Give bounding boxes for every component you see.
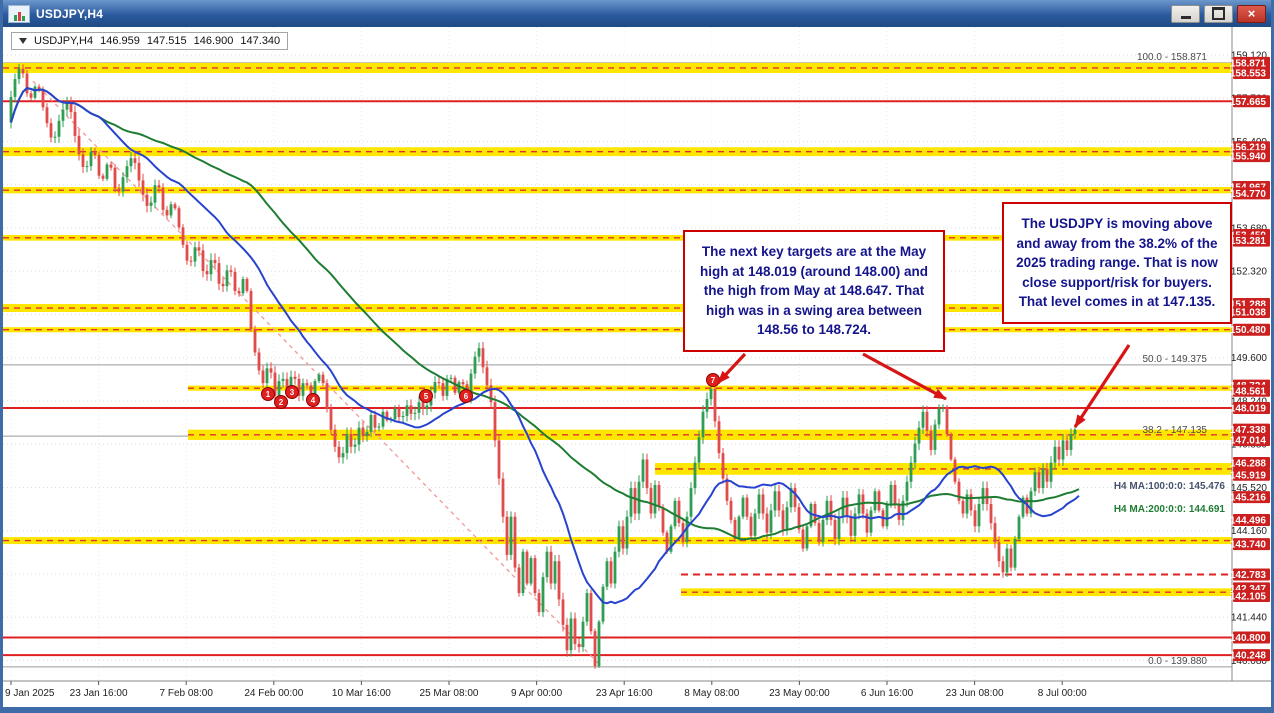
price-level-label: 154.770: [1230, 189, 1267, 200]
fib-level-label: 38.2 - 147.135: [1143, 425, 1208, 436]
ma-value-label: H4 MA:100:0:0: 145.476: [1114, 481, 1226, 492]
price-level-label: 142.105: [1230, 592, 1267, 603]
symbol-dropdown-icon: [19, 38, 27, 44]
price-level-label: 145.919: [1230, 470, 1267, 481]
time-axis-tick: 8 May 08:00: [684, 688, 739, 699]
fib-level-label: 50.0 - 149.375: [1143, 354, 1208, 365]
numbered-marker: [261, 387, 275, 401]
time-axis-tick: 7 Feb 08:00: [160, 688, 214, 699]
moving-averages-layer: [10, 87, 1080, 605]
numbered-markers-layer: 123 4 5 6 7: [261, 373, 720, 409]
time-axis-tick: 8 Jul 00:00: [1038, 688, 1087, 699]
price-axis: 159.120157.760156.400155.040153.680152.3…: [1114, 27, 1271, 707]
price-axis-tick: 145.520: [1231, 483, 1268, 494]
price-level-label: 156.219: [1230, 143, 1267, 154]
close-icon: ×: [1247, 6, 1256, 21]
price-axis-tick: 159.120: [1231, 50, 1268, 61]
price-chart-canvas[interactable]: 159.120157.760156.400155.040153.680152.3…: [3, 27, 1271, 707]
svg-text:2: 2: [279, 398, 284, 407]
numbered-marker: [306, 393, 320, 407]
price-level-label: 157.665: [1230, 97, 1267, 108]
numbered-marker: [285, 385, 299, 399]
time-axis: 9 Jan 2025 23 Jan 16:00 7 Feb 08:00 24 Feb …: [3, 680, 1271, 699]
fib-level-label: 0.0 - 139.880: [1148, 656, 1207, 667]
numbered-marker: [459, 389, 473, 403]
ma-200-line: [10, 87, 1080, 541]
fib-level-label: 100.0 - 158.871: [1137, 52, 1207, 63]
price-level-label: 148.019: [1230, 403, 1267, 414]
price-axis-tick: 149.600: [1231, 353, 1268, 364]
minimize-icon: [1180, 16, 1191, 19]
close-value: 147.340: [240, 35, 281, 47]
window-titlebar[interactable]: USDJPY,H4 ×: [3, 0, 1271, 27]
svg-text:7: 7: [711, 376, 716, 385]
close-button[interactable]: ×: [1237, 4, 1266, 23]
svg-text:5: 5: [424, 392, 429, 401]
price-level-label: 158.553: [1230, 69, 1267, 80]
time-axis-tick: 24 Feb 00:00: [244, 688, 303, 699]
svg-text:6: 6: [464, 392, 469, 401]
open-value: 146.959: [100, 35, 140, 47]
time-axis-tick: 25 Mar 08:00: [420, 688, 479, 699]
price-level-label: 142.783: [1230, 570, 1267, 581]
symbol-label: USDJPY,H4: [34, 35, 94, 47]
price-level-label: 151.288: [1230, 300, 1267, 311]
price-level-label: 142.347: [1230, 584, 1267, 595]
time-axis-tick: 23 Apr 16:00: [596, 688, 653, 699]
time-axis-tick: 9 Jan 2025: [5, 688, 55, 699]
price-level-label: 144.496: [1230, 516, 1267, 527]
price-level-label: 150.480: [1230, 325, 1267, 336]
price-level-label: 148.561: [1230, 386, 1267, 397]
time-axis-tick: 10 Mar 16:00: [332, 688, 391, 699]
restore-icon: [1212, 7, 1225, 20]
price-level-label: 158.871: [1230, 58, 1267, 69]
price-level-label: 145.216: [1230, 493, 1267, 504]
numbered-marker: [419, 389, 433, 403]
price-level-label: 140.248: [1230, 651, 1267, 662]
annotation-support-note: The USDJPY is moving above and away from…: [1002, 202, 1232, 324]
svg-text:3: 3: [290, 388, 295, 397]
annotation-targets-note: The next key targets are at the May high…: [683, 230, 945, 352]
ma-100-line: [10, 87, 1080, 605]
candles-layer: [9, 63, 1077, 669]
annotation-arrow: [716, 352, 747, 385]
chart-window-icon: [8, 4, 30, 23]
time-axis-tick: 6 Jun 16:00: [861, 688, 914, 699]
price-axis-tick: 153.680: [1231, 223, 1268, 234]
high-value: 147.515: [146, 35, 187, 47]
window-title: USDJPY,H4: [36, 6, 104, 21]
numbered-marker: [274, 395, 288, 409]
annotation-arrow: [862, 352, 947, 401]
price-axis-tick: 144.160: [1231, 526, 1268, 537]
chart-content-area: 159.120157.760156.400155.040153.680152.3…: [3, 27, 1271, 707]
price-level-label: 151.038: [1230, 307, 1267, 318]
ma-value-label: H4 MA:200:0:0: 144.691: [1114, 504, 1226, 515]
time-axis-tick: 23 May 00:00: [769, 688, 830, 699]
low-value: 146.900: [193, 35, 234, 47]
price-axis-tick: 148.240: [1231, 396, 1268, 407]
minimize-button[interactable]: [1171, 4, 1200, 23]
svg-text:1: 1: [266, 390, 271, 399]
restore-button[interactable]: [1204, 4, 1233, 23]
price-level-label: 140.800: [1230, 633, 1267, 644]
price-axis-tick: 152.320: [1231, 267, 1268, 278]
support-resistance-layer: [3, 62, 1232, 667]
time-axis-tick: 9 Apr 00:00: [511, 688, 563, 699]
svg-text:4: 4: [311, 396, 316, 405]
symbol-ohlc-header: USDJPY,H4 146.959 147.515 146.900 147.34…: [11, 32, 289, 50]
price-level-label: 155.940: [1230, 152, 1267, 163]
annotation-arrow: [1073, 344, 1131, 428]
price-level-label: 147.014: [1230, 435, 1267, 446]
price-level-label: 143.740: [1230, 540, 1267, 551]
price-level-label: 147.338: [1230, 425, 1267, 436]
price-level-label: 146.288: [1230, 459, 1267, 470]
annotation-arrows-layer: [716, 344, 1131, 428]
time-axis-tick: 23 Jun 08:00: [946, 688, 1004, 699]
time-axis-tick: 23 Jan 16:00: [70, 688, 128, 699]
price-axis-tick: 140.080: [1231, 656, 1268, 667]
price-level-label: 153.281: [1230, 236, 1267, 247]
price-axis-tick: 141.440: [1231, 613, 1268, 624]
